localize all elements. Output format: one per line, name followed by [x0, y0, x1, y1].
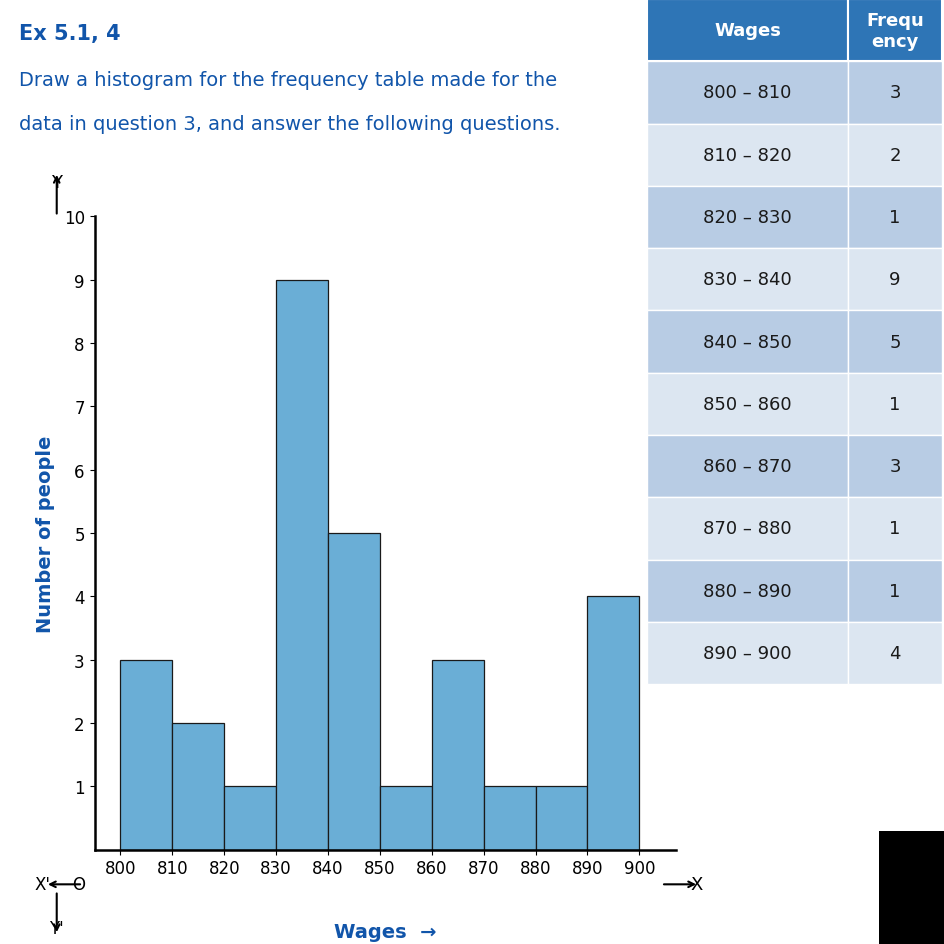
Text: 880 – 890: 880 – 890 — [702, 582, 791, 600]
Bar — [535, 786, 587, 850]
Text: 810 – 820: 810 – 820 — [702, 146, 791, 164]
Text: data in question 3, and answer the following questions.: data in question 3, and answer the follo… — [19, 115, 560, 134]
Text: 9: 9 — [888, 271, 900, 289]
Bar — [120, 660, 172, 850]
Text: 1: 1 — [888, 209, 900, 227]
Text: 890 – 900: 890 – 900 — [702, 645, 791, 663]
Text: Y': Y' — [49, 919, 64, 937]
Text: Draw a histogram for the frequency table made for the: Draw a histogram for the frequency table… — [19, 71, 556, 90]
Text: ↑: ↑ — [0, 488, 5, 515]
Bar — [224, 786, 276, 850]
Text: 3: 3 — [888, 84, 900, 102]
Text: 840 – 850: 840 – 850 — [702, 333, 791, 351]
Text: 5: 5 — [888, 333, 900, 351]
Text: 4: 4 — [888, 645, 900, 663]
Text: Frequ
ency: Frequ ency — [866, 11, 923, 50]
Text: 2: 2 — [888, 146, 900, 164]
Bar — [483, 786, 535, 850]
Bar — [172, 723, 224, 850]
Text: 820 – 830: 820 – 830 — [702, 209, 791, 227]
Text: 1: 1 — [888, 582, 900, 600]
Text: 1: 1 — [888, 520, 900, 538]
Bar — [328, 533, 379, 850]
Text: 830 – 840: 830 – 840 — [702, 271, 791, 289]
Text: Y: Y — [51, 174, 62, 192]
Text: X: X — [689, 875, 701, 893]
Bar — [587, 597, 639, 850]
Text: 870 – 880: 870 – 880 — [702, 520, 791, 538]
Y-axis label: Number of people: Number of people — [36, 435, 56, 632]
Text: O: O — [72, 875, 85, 893]
Text: Wages: Wages — [714, 22, 780, 40]
Text: 3: 3 — [888, 458, 900, 476]
Bar — [431, 660, 483, 850]
Text: Wages  →: Wages → — [333, 922, 436, 941]
Text: 860 – 870: 860 – 870 — [702, 458, 791, 476]
Bar — [276, 280, 328, 850]
Text: 1: 1 — [888, 396, 900, 413]
Text: Ex 5.1, 4: Ex 5.1, 4 — [19, 24, 121, 43]
Text: 800 – 810: 800 – 810 — [702, 84, 791, 102]
Text: X': X' — [35, 875, 51, 893]
Text: 850 – 860: 850 – 860 — [702, 396, 791, 413]
Bar — [379, 786, 431, 850]
